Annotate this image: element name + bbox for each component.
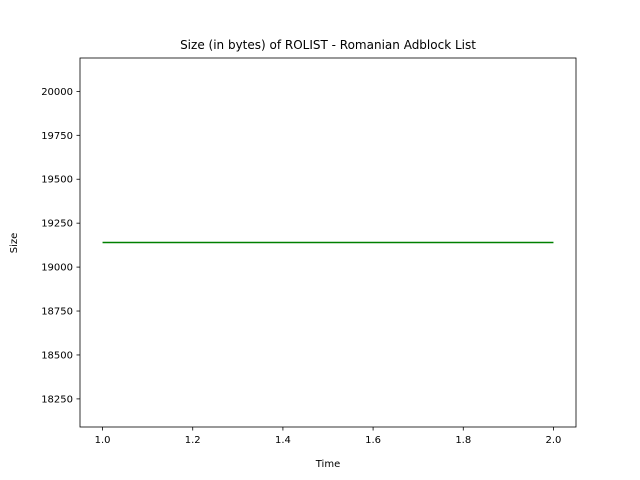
x-axis-label: Time (315, 459, 340, 470)
x-tick-label: 1.0 (95, 435, 111, 446)
y-tick-label: 19500 (41, 175, 73, 186)
x-tick-label: 2.0 (546, 435, 562, 446)
x-tick-label: 1.8 (455, 435, 471, 446)
y-tick-label: 18500 (41, 350, 73, 361)
y-tick-label: 19750 (41, 131, 73, 142)
y-axis-label: Size (9, 233, 20, 254)
plot-area (79, 57, 577, 428)
chart-title: Size (in bytes) of ROLIST - Romanian Adb… (180, 38, 476, 52)
x-tick-label: 1.6 (365, 435, 381, 446)
x-tick-label: 1.4 (275, 435, 291, 446)
y-tick-label: 19250 (41, 219, 73, 230)
x-tick-label: 1.2 (185, 435, 201, 446)
y-tick-label: 18250 (41, 394, 73, 405)
y-axis: 18250 18500 18750 19000 19250 19500 19750 20000 (41, 87, 80, 405)
y-tick-label: 18750 (41, 307, 73, 318)
plot-frame (79, 57, 577, 428)
y-tick-label: 19000 (41, 263, 73, 274)
x-axis: 1.0 1.2 1.4 1.6 1.8 2.0 (95, 427, 562, 446)
y-tick-label: 20000 (41, 87, 73, 98)
